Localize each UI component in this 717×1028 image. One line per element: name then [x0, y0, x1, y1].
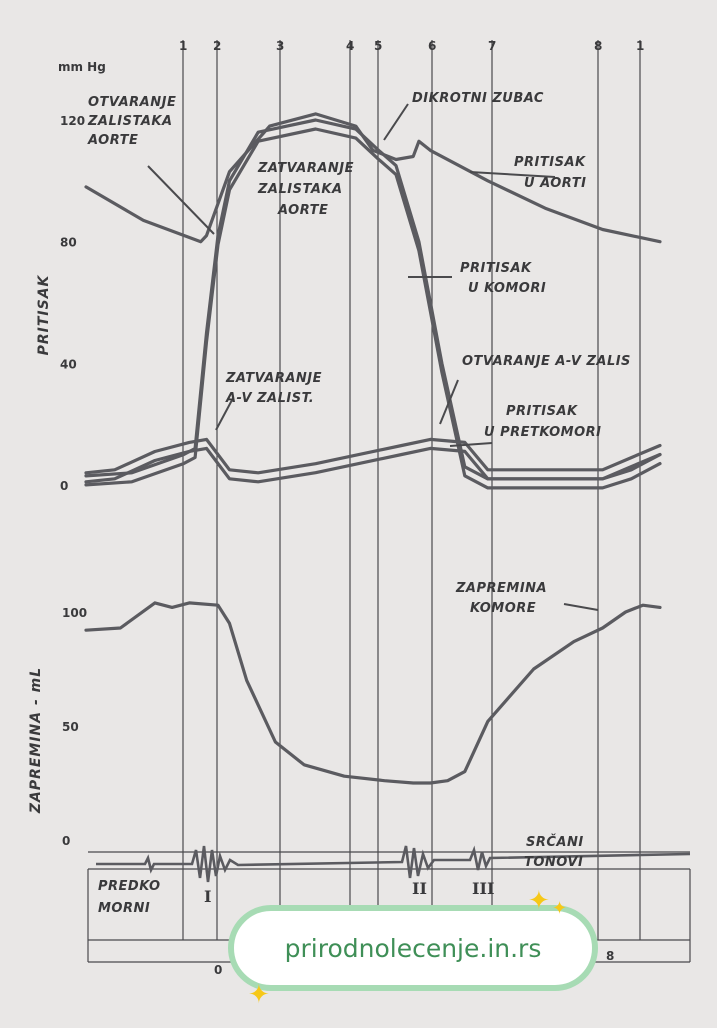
pressure-tick-label: 0 [60, 479, 68, 493]
sparkle-small-icon: ✦ [552, 898, 568, 919]
phase-marker: 1 [179, 39, 187, 53]
sparkle-icon: ✦ [528, 886, 550, 916]
pointer-av-opening [439, 379, 459, 425]
series-line-3 [84, 601, 662, 785]
volume-tick-label: 100 [62, 606, 87, 620]
bottom-label-left: 0 [214, 963, 222, 977]
heart-sound-trace [96, 845, 691, 883]
pointer-aortic-opening [147, 165, 215, 235]
pressure-tick-label: 80 [60, 236, 77, 250]
label-aortic-pressure: PRITISAK U AORTI [514, 155, 586, 191]
bottom-label-right: 8 [606, 949, 614, 963]
pressure-tick-label: 40 [60, 357, 77, 371]
label-av-opening: OTVARANJE A-V ZALIS [462, 354, 631, 369]
watermark-text: prirodnolecenje.in.rs [284, 933, 542, 963]
pointer-aortic-pressure [469, 171, 556, 178]
phase-marker: 3 [276, 39, 284, 53]
label-atrial-pressure: PRITISAK U PRETKOMORI [484, 404, 602, 440]
phase-marker: 7 [488, 39, 496, 53]
phase-marker: 1 [636, 39, 644, 53]
volume-ticks: 100 50 0 [62, 606, 87, 848]
pressure-tick-label: 120 [60, 114, 85, 128]
phase-marker: 2 [213, 39, 221, 53]
pressure-axis-label: PRITISAK [36, 274, 52, 355]
phase-marker: 6 [428, 39, 436, 53]
pointer-ventricular-volume [563, 603, 599, 611]
series-line-2-outline [84, 446, 662, 484]
phase-markers: 1 2 3 4 5 6 7 8 1 [179, 39, 644, 53]
heart-sound-3: III [472, 879, 494, 898]
label-presystolic: PREDKO MORNI [98, 879, 161, 916]
heart-sound-1: I [204, 887, 211, 906]
label-ventricular-volume: ZAPREMINA KOMORE [455, 581, 547, 616]
series-line-1-outline [84, 127, 662, 490]
label-heart-sounds: SRČANI TONOVI [524, 834, 584, 870]
label-aortic-closing: ZATVARANJE ZALISTAKA AORTE [257, 161, 354, 218]
volume-tick-label: 50 [62, 720, 79, 734]
series-line-0 [84, 112, 662, 244]
label-av-closing: ZATVARANJE A-V ZALIST. [225, 371, 322, 406]
label-aortic-opening: OTVARANJE ZALISTAKA AORTE [87, 95, 176, 148]
phase-marker: 5 [374, 39, 382, 53]
phase-marker: 4 [346, 39, 354, 53]
volume-axis-label: ZAPREMINA - mL [28, 667, 44, 814]
phase-lines [182, 40, 641, 940]
label-dicrotic-notch: DIKROTNI ZUBAC [412, 91, 544, 106]
pressure-unit: mm Hg [58, 60, 106, 74]
pointer-atrial-pressure [449, 442, 493, 447]
series-curves [84, 112, 662, 785]
label-ventricular-pressure: PRITISAK U KOMORI [460, 261, 546, 296]
volume-tick-label: 0 [62, 834, 70, 848]
watermark-badge: prirodnolecenje.in.rs [228, 905, 598, 991]
phase-marker: 8 [594, 39, 602, 53]
sparkle-bottom-icon: ✦ [248, 980, 270, 1010]
pointer-av-closing [215, 399, 233, 431]
pointer-dicrotic-notch [383, 103, 409, 141]
series-line-2 [84, 437, 662, 475]
heart-sound-2: II [412, 879, 427, 898]
pressure-ticks: 120 80 40 0 [60, 114, 85, 493]
